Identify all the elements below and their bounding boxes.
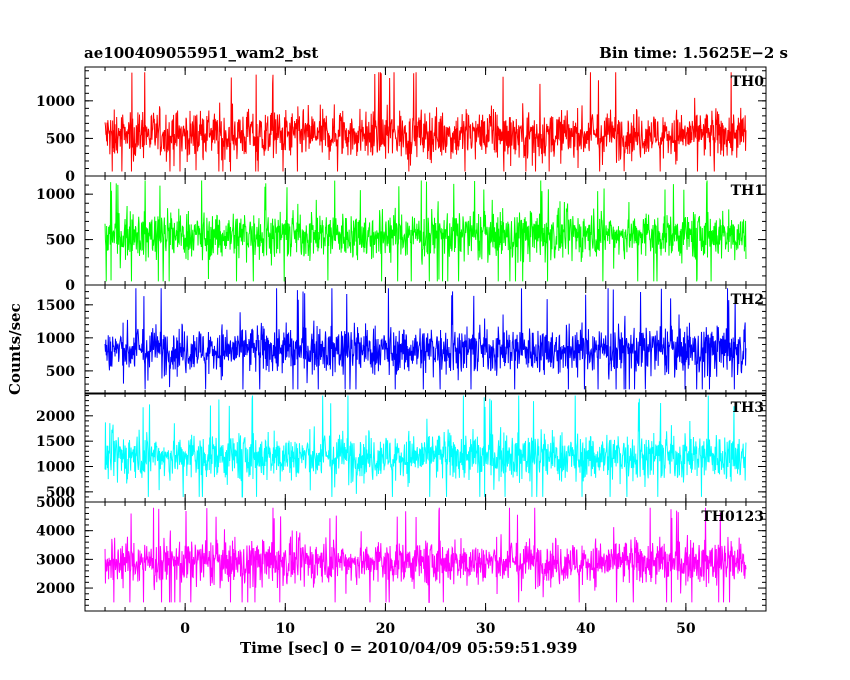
x-tick-label: 0 <box>180 621 190 637</box>
y-tick-label: 1000 <box>36 460 75 476</box>
panel-label-th3: TH3 <box>731 400 764 416</box>
y-tick-label: 5000 <box>36 495 75 511</box>
y-tick-label: 0 <box>65 278 75 294</box>
y-tick-label: 500 <box>46 485 75 501</box>
y-tick-label: 1000 <box>36 94 75 110</box>
y-tick-label: 0 <box>65 169 75 185</box>
x-tick-label: 20 <box>376 621 396 637</box>
panel-label-th0123: TH0123 <box>701 509 764 525</box>
bin-time-label: Bin time: 1.5625E−2 s <box>599 44 788 62</box>
chart-title: ae100409055951_wam2_bst <box>84 44 319 62</box>
y-tick-label: 1000 <box>36 187 75 203</box>
x-tick-label: 50 <box>676 621 696 637</box>
x-tick-label: 30 <box>476 621 496 637</box>
signal-th1 <box>104 180 747 282</box>
y-tick-label: 2000 <box>36 581 75 597</box>
x-tick-label: 10 <box>276 621 296 637</box>
y-tick-label: 1500 <box>36 298 75 314</box>
panel-label-th2: TH2 <box>731 292 764 308</box>
y-tick-label: 1500 <box>36 434 75 450</box>
y-tick-label: 3000 <box>36 552 75 568</box>
panel-label-th1: TH1 <box>731 183 764 199</box>
signal-th0 <box>104 72 747 172</box>
signal-th0123 <box>104 507 747 603</box>
y-tick-label: 500 <box>46 364 75 380</box>
y-tick-label: 1000 <box>36 331 75 347</box>
y-axis-label: Counts/sec <box>6 303 24 395</box>
signal-th3 <box>104 395 747 498</box>
x-tick-label: 40 <box>576 621 596 637</box>
panel-label-th0: TH0 <box>731 74 765 90</box>
x-axis-label: Time [sec] 0 = 2010/04/09 05:59:51.939 <box>240 639 578 657</box>
y-tick-label: 500 <box>46 131 75 147</box>
y-tick-label: 4000 <box>36 524 75 540</box>
y-tick-label: 2000 <box>36 409 75 425</box>
signal-th2 <box>104 288 747 390</box>
y-tick-label: 500 <box>46 233 75 249</box>
